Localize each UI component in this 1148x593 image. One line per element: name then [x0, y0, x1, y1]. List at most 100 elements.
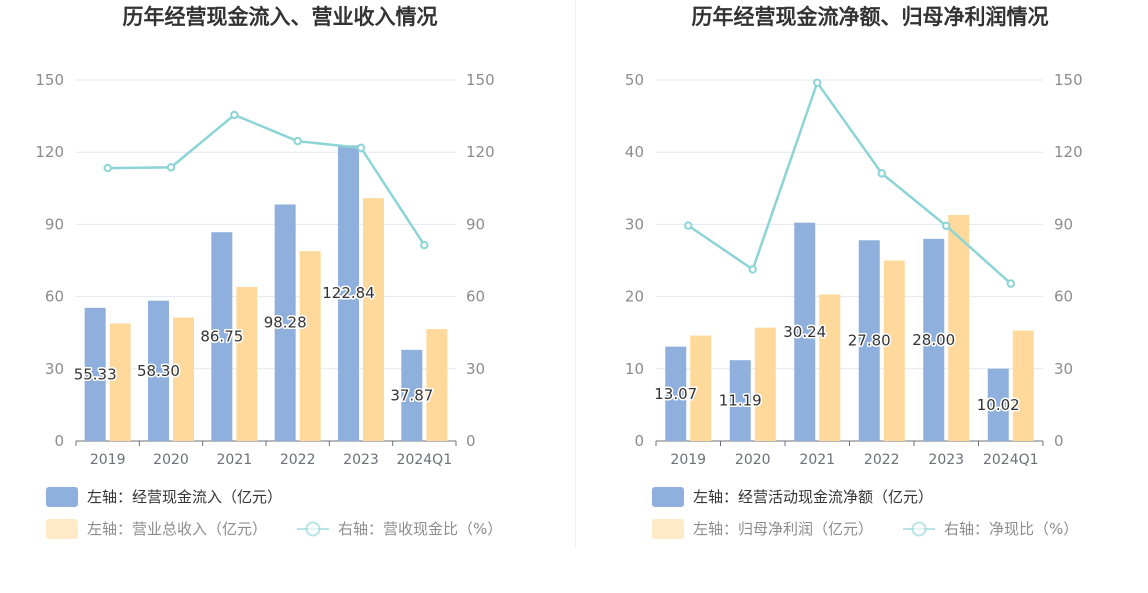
left-line-series — [107, 113, 426, 246]
right-bar-secondary — [883, 260, 905, 441]
right-line-point — [1006, 279, 1015, 288]
right-data-label: 30.24 — [783, 323, 826, 341]
chart-panel-left: 历年经营现金流入、营业收入情况 0 0 30 30 60 60 90 90 120 120 150 15… — [0, 0, 574, 589]
right-y-right-tick-label: 90 — [1054, 215, 1073, 233]
left-x-tick-label: 2019 — [90, 452, 126, 468]
left-bar-secondary — [236, 286, 258, 441]
left-legend-label-primary: 左轴：经营现金流入（亿元） — [87, 488, 282, 506]
right-legend-swatch-primary — [652, 487, 684, 507]
right-legend-label-secondary: 左轴：归母净利润（亿元） — [693, 520, 873, 538]
right-bar-secondary — [1012, 330, 1034, 441]
left-y-right-tick-label: 30 — [466, 360, 485, 378]
left-bar-primary — [401, 349, 423, 441]
right-bar-secondary — [948, 215, 970, 441]
right-y-left-tick-label: 20 — [625, 288, 644, 306]
left-x-tick-label: 2021 — [217, 452, 253, 468]
right-legend-swatch-line-marker — [911, 521, 927, 537]
left-x-tick-label: 2022 — [280, 452, 316, 468]
left-y-left-tick-label: 0 — [54, 432, 64, 450]
left-y-right-tick-label: 150 — [466, 71, 495, 89]
right-bar-secondary — [754, 327, 776, 441]
right-bar-primary — [729, 360, 751, 441]
left-y-left-tick-label: 150 — [35, 71, 64, 89]
right-x-tick-label: 2022 — [864, 452, 900, 468]
left-data-label: 122.84 — [322, 284, 375, 302]
chart-panel-right: 历年经营现金流净额、归母净利润情况 0 0 10 30 20 60 30 90 40 120 50 15… — [576, 0, 1148, 589]
left-x-tick-label: 2020 — [153, 452, 189, 468]
right-y-left-tick-label: 50 — [625, 71, 644, 89]
left-chart-title: 历年经营现金流入、营业收入情况 — [123, 5, 438, 29]
left-x-tick-label: 2024Q1 — [397, 452, 453, 468]
right-line-point — [813, 78, 822, 87]
right-y-left-tick-label: 30 — [625, 215, 644, 233]
right-y-right-tick-label: 0 — [1054, 432, 1064, 450]
left-y-right-tick-label: 0 — [466, 432, 476, 450]
left-legend-swatch-secondary — [46, 519, 78, 539]
chart-left: 历年经营现金流入、营业收入情况 0 0 30 30 60 60 90 90 120 120 150 15… — [35, 5, 502, 539]
left-bar-primary — [338, 145, 359, 442]
right-data-label: 11.19 — [719, 392, 762, 410]
right-y-right-tick-label: 120 — [1054, 143, 1083, 161]
left-y-right-tick-label: 60 — [466, 288, 485, 306]
left-y-left-tick-label: 60 — [45, 288, 64, 306]
right-y-right-tick-label: 60 — [1054, 288, 1073, 306]
left-line-point — [420, 240, 429, 250]
left-data-label: 98.28 — [264, 314, 307, 332]
right-line-point — [684, 221, 693, 230]
left-line-point — [356, 143, 366, 153]
right-bar-primary — [665, 346, 687, 441]
left-y-right-tick-label: 90 — [466, 215, 485, 233]
right-y-right-tick-label: 30 — [1054, 360, 1073, 378]
left-line-point — [230, 110, 239, 120]
left-legend-swatch-primary — [46, 487, 78, 507]
right-line-point — [877, 169, 886, 178]
left-bar-primary — [84, 307, 106, 441]
left-y-right-tick-label: 120 — [466, 143, 495, 161]
right-y-left-tick-label: 40 — [625, 143, 644, 161]
left-bar-primary — [148, 300, 169, 441]
right-x-tick-label: 2023 — [928, 452, 964, 468]
left-y-left-tick-label: 120 — [35, 143, 64, 161]
right-data-label: 13.07 — [654, 385, 697, 403]
left-data-label: 86.75 — [200, 328, 243, 346]
left-bar-primary — [211, 232, 233, 441]
right-x-tick-label: 2024Q1 — [983, 452, 1039, 468]
right-line-series — [687, 79, 1012, 285]
left-legend-label-secondary: 左轴：营业总收入（亿元） — [87, 520, 267, 538]
left-x-tick-label: 2023 — [343, 452, 379, 468]
left-legend-swatch-line-marker — [305, 521, 321, 537]
left-data-label: 37.87 — [390, 386, 433, 404]
left-bar-secondary — [363, 198, 384, 441]
right-legend-swatch-secondary — [652, 519, 684, 539]
right-chart-title: 历年经营现金流净额、归母净利润情况 — [692, 5, 1049, 29]
left-line-point — [166, 163, 176, 172]
right-bar-secondary — [690, 335, 712, 441]
right-bar-primary — [794, 222, 816, 441]
right-data-label: 28.00 — [912, 331, 955, 349]
right-bar-secondary — [819, 294, 841, 441]
right-x-tick-label: 2019 — [670, 452, 706, 468]
left-legend-label-line: 右轴：营收现金比（%） — [338, 520, 502, 538]
left-bar-secondary — [173, 317, 194, 441]
right-line-point — [748, 265, 757, 274]
left-y-left-tick-label: 90 — [45, 215, 64, 233]
panel-divider — [575, 0, 576, 548]
left-bar-secondary — [109, 323, 131, 441]
right-y-left-tick-label: 0 — [634, 432, 644, 450]
right-bar-primary — [858, 240, 880, 441]
right-data-label: 10.02 — [977, 396, 1020, 414]
left-data-label: 55.33 — [74, 365, 117, 383]
right-y-right-tick-label: 150 — [1054, 71, 1083, 89]
right-legend-label-primary: 左轴：经营活动现金流净额（亿元） — [693, 488, 933, 506]
right-line-point — [942, 221, 951, 231]
left-data-label: 58.30 — [137, 362, 180, 380]
left-bar-primary — [274, 204, 296, 441]
left-bar-secondary — [299, 251, 321, 441]
left-y-left-tick-label: 30 — [45, 360, 64, 378]
left-line-point — [293, 136, 302, 146]
left-line-point — [103, 163, 112, 173]
right-x-tick-label: 2020 — [735, 452, 771, 468]
right-legend-label-line: 右轴：净现比（%） — [944, 520, 1078, 538]
right-data-label: 27.80 — [848, 332, 891, 350]
right-x-tick-label: 2021 — [799, 452, 835, 468]
